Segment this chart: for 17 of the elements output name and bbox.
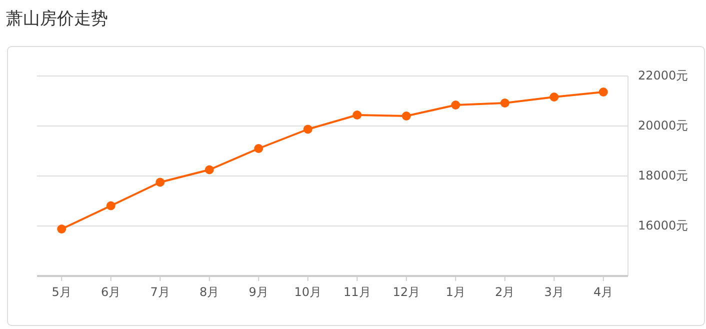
xtick: 3月 bbox=[544, 285, 564, 299]
ytick: 22000元 bbox=[638, 68, 688, 82]
ytick: 20000元 bbox=[638, 118, 688, 132]
xtick: 2月 bbox=[495, 285, 515, 299]
xtick: 11月 bbox=[343, 285, 371, 299]
xtick: 12月 bbox=[392, 285, 420, 299]
xtick: 6月 bbox=[101, 285, 121, 299]
xtick: 5月 bbox=[52, 285, 72, 299]
xtick: 7月 bbox=[150, 285, 170, 299]
xtick: 10月 bbox=[294, 285, 322, 299]
ytick: 16000元 bbox=[638, 218, 688, 232]
xtick: 4月 bbox=[594, 285, 614, 299]
ytick: 18000元 bbox=[638, 168, 688, 182]
xtick: 8月 bbox=[200, 285, 220, 299]
xtick: 1月 bbox=[446, 285, 466, 299]
title: 萧山房价走势 bbox=[6, 9, 108, 29]
xtick: 9月 bbox=[248, 285, 268, 299]
